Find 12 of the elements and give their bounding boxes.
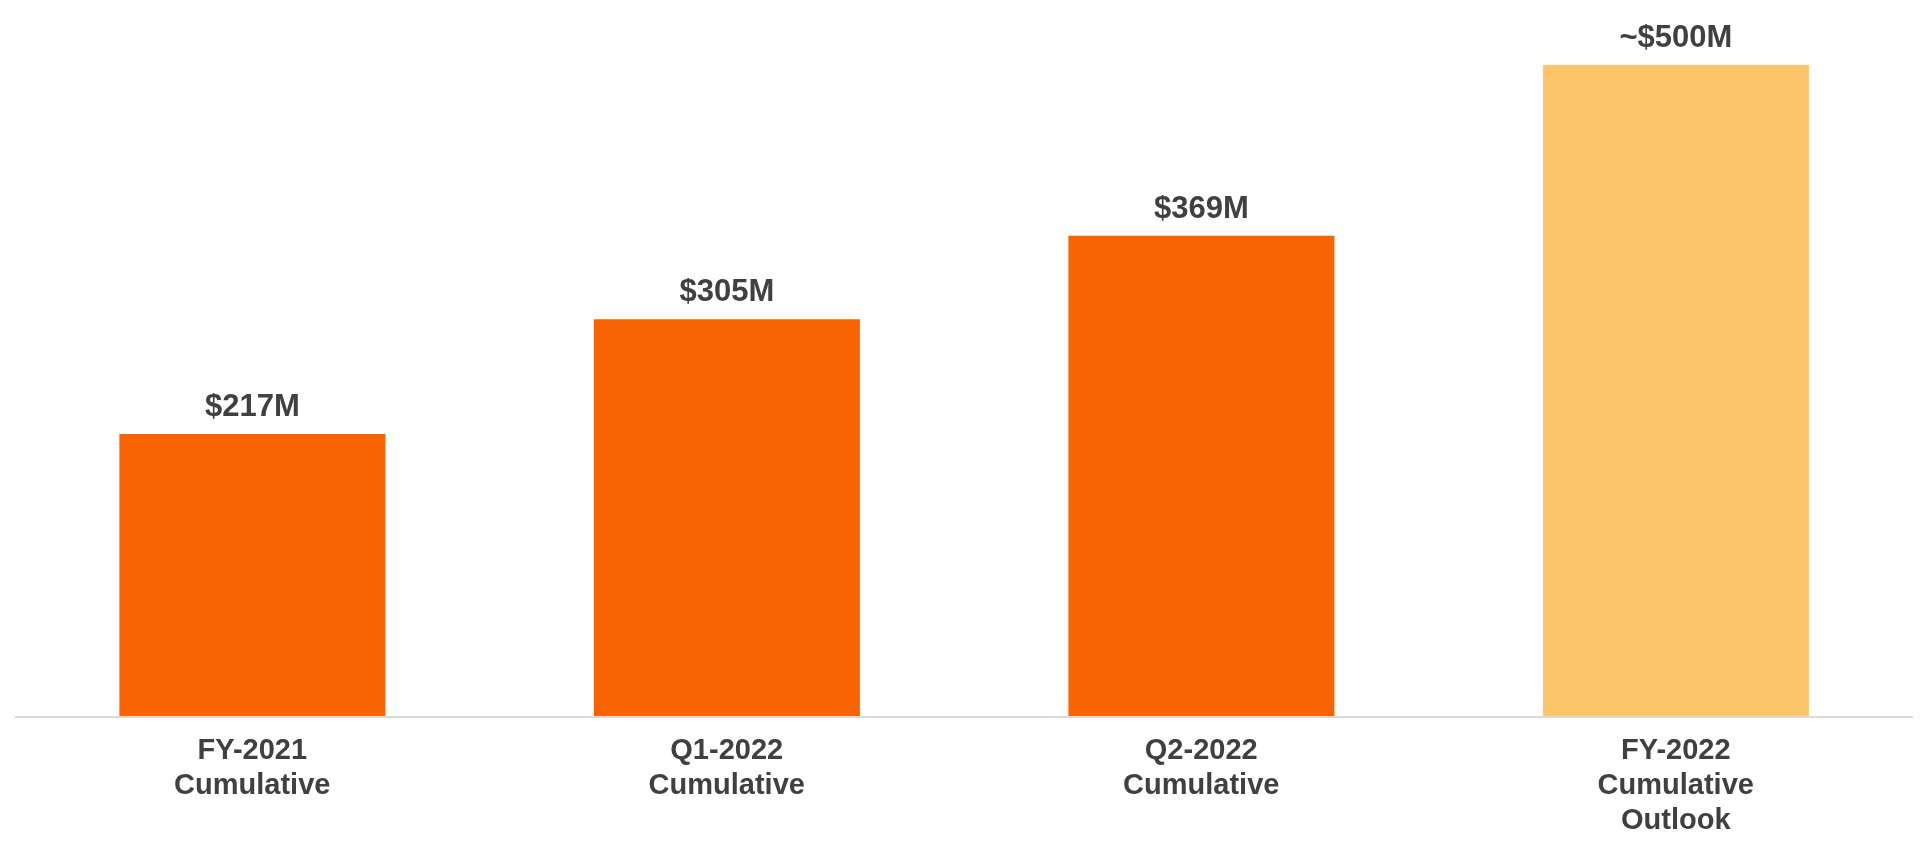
bar	[119, 434, 386, 717]
bar	[1542, 65, 1809, 717]
x-tick-label: Q1-2022 Cumulative	[648, 733, 805, 800]
data-label: $217M	[204, 388, 300, 424]
x-tick-label: FY-2022 Cumulative Outlook	[1597, 733, 1754, 835]
bar	[593, 319, 860, 717]
data-label: ~$500M	[1619, 19, 1733, 54]
data-label: $305M	[679, 273, 775, 309]
x-tick-label: Q2-2022 Cumulative	[1123, 733, 1280, 800]
data-label: $369M	[1153, 189, 1249, 225]
bar	[1068, 235, 1335, 717]
x-tick-label: FY-2021 Cumulative	[174, 733, 331, 800]
